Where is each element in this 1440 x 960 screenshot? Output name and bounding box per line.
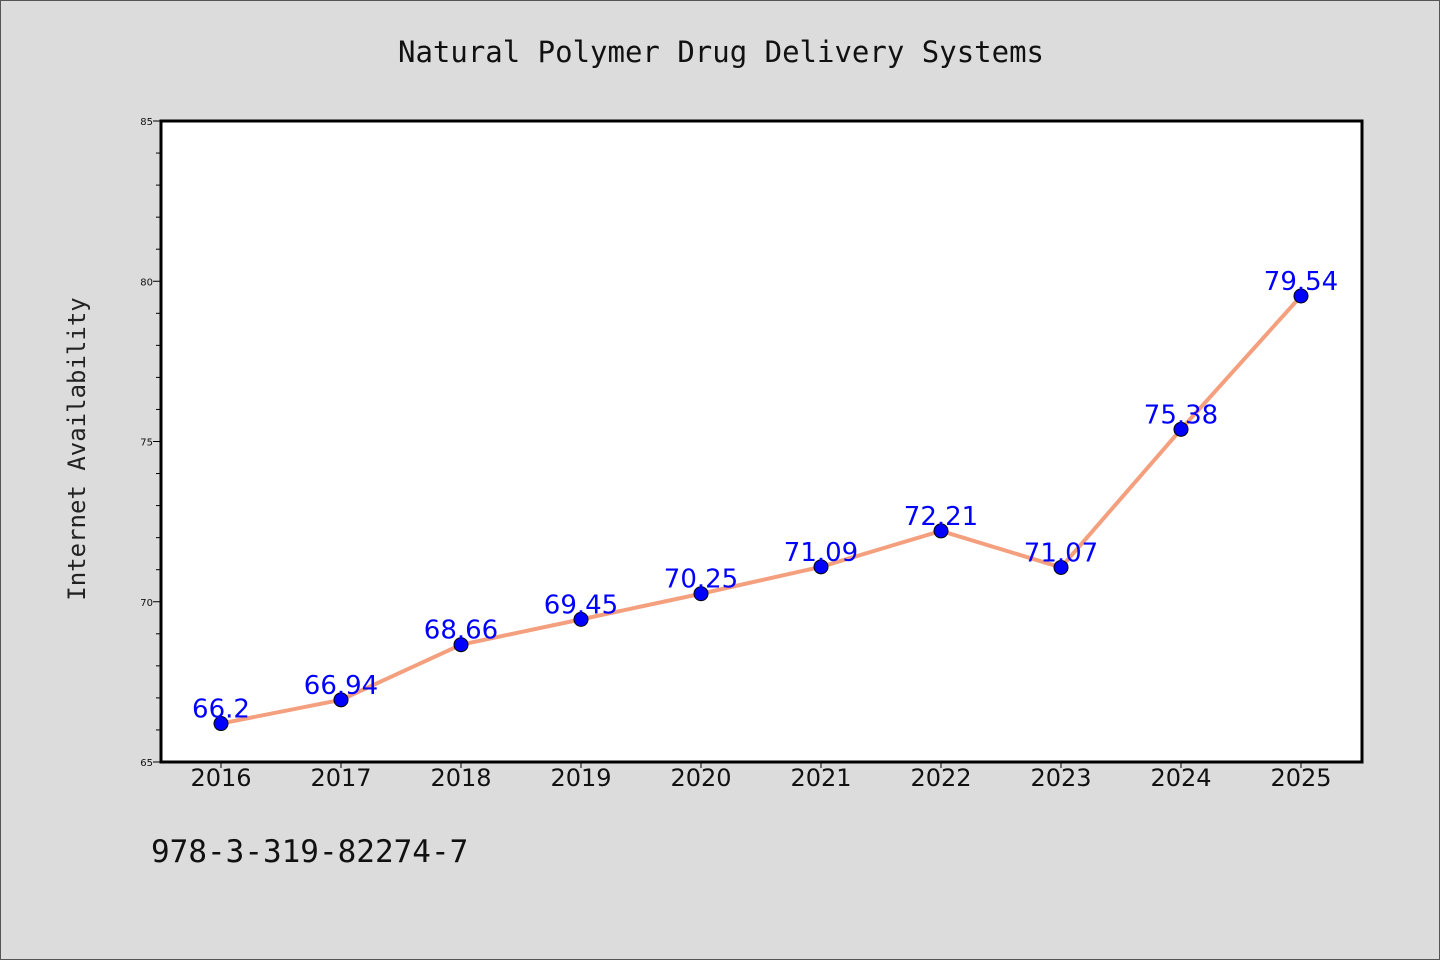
data-label: 70.25 <box>664 565 738 595</box>
data-point <box>453 637 469 653</box>
data-point <box>1173 421 1189 437</box>
x-tick-label: 2021 <box>790 764 851 792</box>
x-tick-label: 2025 <box>1270 764 1331 792</box>
x-axis-ticks: 2016 2017 2018 2019 2020 2021 2022 2023 2024 2025 <box>190 762 1332 792</box>
x-tick-label: 2024 <box>1150 764 1211 792</box>
x-tick-label: 2016 <box>190 764 251 792</box>
plot-area <box>159 119 1364 764</box>
data-label-layer: 66.2 66.94 68.66 69.45 70.25 71.09 72.21 71.07 7… <box>192 267 1338 725</box>
data-label: 69.45 <box>544 590 618 620</box>
isbn-text: 978-3-319-82274-7 <box>151 834 469 870</box>
data-label: 71.07 <box>1024 538 1098 568</box>
data-point <box>573 611 589 627</box>
y-tick-label: 70 <box>140 598 153 609</box>
y-axis-ticks: 65 70 75 80 85 <box>140 117 161 769</box>
x-tick-label: 2017 <box>310 764 371 792</box>
data-point <box>933 523 949 539</box>
data-label: 72.21 <box>904 502 978 532</box>
y-tick-label: 85 <box>140 117 153 128</box>
y-tick-label: 80 <box>140 277 153 288</box>
data-point <box>333 692 349 708</box>
data-point <box>693 586 709 602</box>
x-tick-label: 2023 <box>1030 764 1091 792</box>
data-point <box>1053 559 1069 575</box>
y-tick-label: 75 <box>140 438 153 449</box>
x-tick-label: 2022 <box>910 764 971 792</box>
data-point <box>213 716 229 732</box>
data-label: 71.09 <box>784 538 858 568</box>
series-layer <box>213 288 1309 732</box>
data-point <box>813 559 829 575</box>
chart-title: Natural Polymer Drug Delivery Systems <box>397 35 1044 69</box>
x-tick-label: 2020 <box>670 764 731 792</box>
data-label: 66.2 <box>192 695 250 725</box>
x-tick-label: 2018 <box>430 764 491 792</box>
y-tick-label: 65 <box>140 758 153 769</box>
data-label: 79.54 <box>1264 267 1338 297</box>
data-point <box>1293 288 1309 304</box>
series-line <box>219 293 1303 726</box>
data-label: 68.66 <box>424 616 498 646</box>
data-label: 66.94 <box>304 671 378 701</box>
x-tick-label: 2019 <box>550 764 611 792</box>
data-label: 75.38 <box>1144 400 1218 430</box>
